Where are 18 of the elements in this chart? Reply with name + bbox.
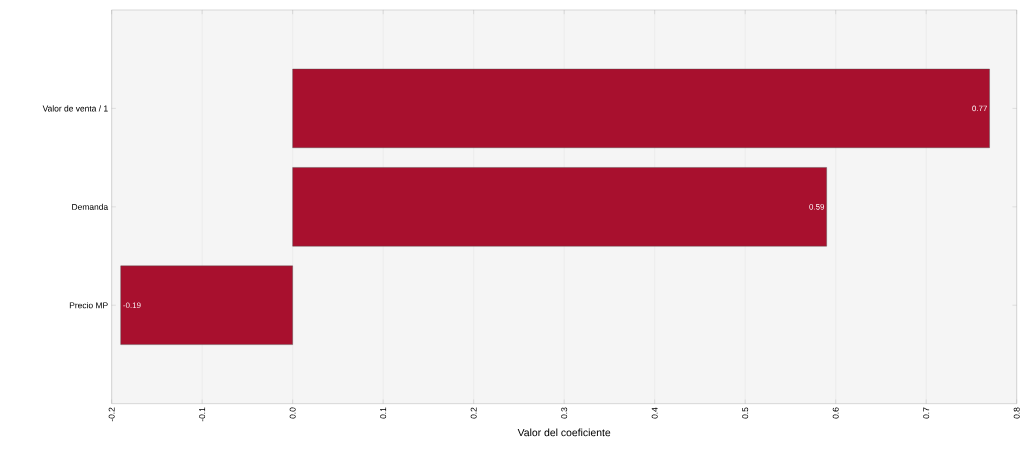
x-tick-label: 0.6 — [832, 407, 839, 419]
bar — [292, 167, 827, 247]
y-tick-label: Precio MP — [69, 302, 108, 309]
y-tick-label: Valor de venta / 1 — [42, 105, 108, 112]
x-axis-title: Valor del coeficiente — [517, 428, 611, 437]
x-tick-label: 0.3 — [561, 407, 568, 419]
x-tick-label: 0.0 — [289, 407, 296, 419]
bar — [292, 69, 990, 149]
x-tick-label: 0.7 — [923, 407, 930, 419]
x-tick-label: 0.5 — [742, 407, 749, 419]
x-tick-label: -0.2 — [108, 407, 115, 422]
bar — [120, 265, 293, 346]
x-tick-label: 0.8 — [1013, 407, 1020, 419]
x-tick-label: 0.4 — [651, 407, 658, 419]
x-tick-label: 0.2 — [470, 407, 477, 419]
x-tick-label: -0.1 — [199, 407, 206, 422]
x-tick-label: 0.1 — [380, 407, 387, 419]
y-tick-label: Demanda — [72, 203, 109, 211]
